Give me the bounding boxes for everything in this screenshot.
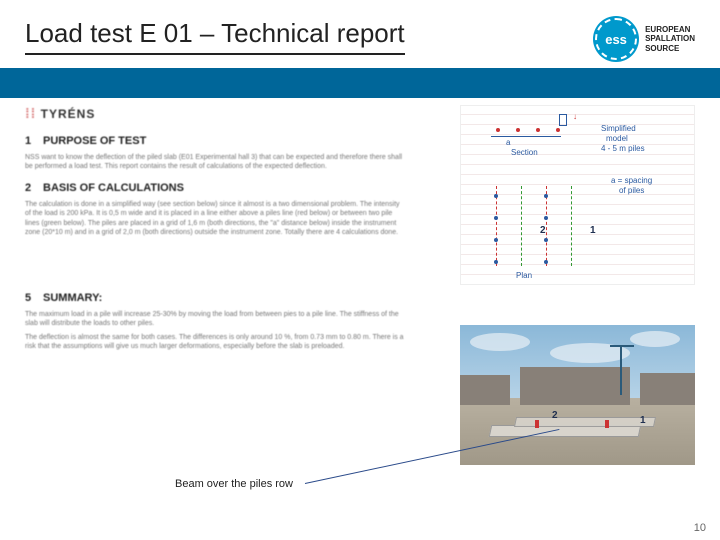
diagram-annotation-1: 1 — [590, 225, 596, 236]
ess-logo-icon: ess — [595, 18, 637, 60]
section-2-heading: 2BASIS OF CALCULATIONS — [25, 182, 405, 194]
section-5-body-1: The maximum load in a pile will increase… — [25, 310, 405, 329]
section-1-heading: 1PURPOSE OF TEST — [25, 135, 405, 147]
section-5-heading: 5SUMMARY: — [25, 292, 405, 304]
beam-caption: Beam over the piles row — [175, 478, 293, 490]
section-1-body: NSS want to know the deflection of the p… — [25, 153, 405, 172]
diagram-annotation-2: 2 — [540, 225, 546, 236]
ess-logo-text: EUROPEAN SPALLATION SOURCE — [645, 25, 695, 54]
page-title: Load test E 01 – Technical report — [25, 18, 405, 55]
site-photo — [460, 325, 695, 465]
ess-logo: ess EUROPEAN SPALLATION SOURCE — [595, 18, 695, 60]
page-number: 10 — [694, 522, 706, 534]
photo-annotation-2: 2 — [552, 410, 558, 421]
photo-annotation-1: 1 — [640, 415, 646, 426]
section-2-body: The calculation is done in a simplified … — [25, 200, 405, 238]
section-5-body-2: The deflection is almost the same for bo… — [25, 333, 405, 352]
document-body: ⁞⁞ TYRÉNS 1PURPOSE OF TEST NSS want to k… — [25, 105, 405, 355]
tyrens-logo: ⁞⁞ TYRÉNS — [25, 105, 405, 121]
sketch-diagram: ↓ a Section Simplified model 4 - 5 m pil… — [460, 105, 695, 285]
subheader-bar — [0, 68, 720, 98]
